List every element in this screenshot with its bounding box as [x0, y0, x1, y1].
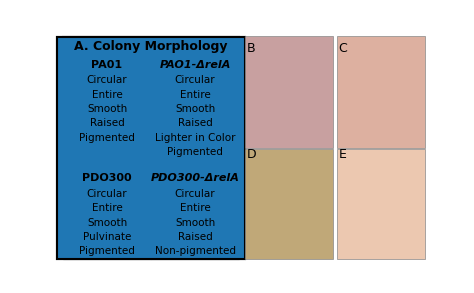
Bar — [151, 170, 239, 187]
Text: A. Colony Morphology: A. Colony Morphology — [74, 40, 228, 53]
Bar — [63, 145, 151, 159]
Text: Entire: Entire — [180, 203, 210, 213]
Text: Raised: Raised — [178, 118, 212, 128]
Bar — [245, 149, 333, 258]
Bar — [151, 145, 239, 159]
Text: Circular: Circular — [175, 189, 216, 199]
Text: Smooth: Smooth — [175, 217, 215, 227]
Text: D: D — [246, 148, 256, 161]
Text: Pulvinate: Pulvinate — [83, 232, 131, 242]
Bar — [63, 116, 151, 131]
Text: Lighter in Color: Lighter in Color — [155, 133, 236, 143]
Text: Circular: Circular — [175, 75, 216, 85]
Bar — [151, 131, 239, 145]
Bar — [245, 36, 333, 148]
Text: Smooth: Smooth — [87, 217, 127, 227]
Text: PDO300-ΔrelA: PDO300-ΔrelA — [151, 173, 239, 183]
Bar — [63, 187, 151, 201]
Bar — [63, 244, 151, 258]
Bar — [63, 56, 151, 73]
Text: Pigmented: Pigmented — [167, 147, 223, 157]
Text: Circular: Circular — [87, 75, 128, 85]
Text: PDO300: PDO300 — [82, 173, 132, 183]
Bar — [151, 87, 239, 102]
Text: C: C — [338, 42, 347, 55]
Bar — [151, 244, 239, 258]
Text: Entire: Entire — [91, 203, 122, 213]
Text: E: E — [338, 148, 346, 161]
Text: Non-pigmented: Non-pigmented — [155, 246, 236, 256]
Text: Raised: Raised — [178, 232, 212, 242]
Bar — [63, 215, 151, 230]
Text: B: B — [246, 42, 255, 55]
Text: Smooth: Smooth — [87, 104, 127, 114]
Bar — [151, 73, 239, 87]
Bar — [151, 102, 239, 116]
Bar — [63, 170, 151, 187]
Text: Circular: Circular — [87, 189, 128, 199]
Text: Entire: Entire — [91, 90, 122, 100]
Text: Entire: Entire — [180, 90, 210, 100]
Bar — [57, 38, 245, 258]
Bar — [63, 230, 151, 244]
Bar — [337, 149, 425, 258]
Text: Smooth: Smooth — [175, 104, 215, 114]
Text: Pigmented: Pigmented — [79, 246, 135, 256]
Bar — [57, 38, 245, 258]
Bar — [63, 131, 151, 145]
Text: Pigmented: Pigmented — [79, 133, 135, 143]
Bar — [337, 36, 425, 148]
Text: PAO1-ΔrelA: PAO1-ΔrelA — [159, 59, 231, 69]
Bar — [63, 38, 239, 56]
Bar — [151, 215, 239, 230]
Bar — [151, 56, 239, 73]
Bar — [151, 201, 239, 215]
Bar — [63, 87, 151, 102]
Bar — [151, 116, 239, 131]
Bar — [151, 230, 239, 244]
Bar — [63, 201, 151, 215]
Text: PA01: PA01 — [91, 59, 123, 69]
Bar — [151, 187, 239, 201]
Bar — [63, 102, 151, 116]
Text: Raised: Raised — [90, 118, 124, 128]
Bar — [63, 73, 151, 87]
